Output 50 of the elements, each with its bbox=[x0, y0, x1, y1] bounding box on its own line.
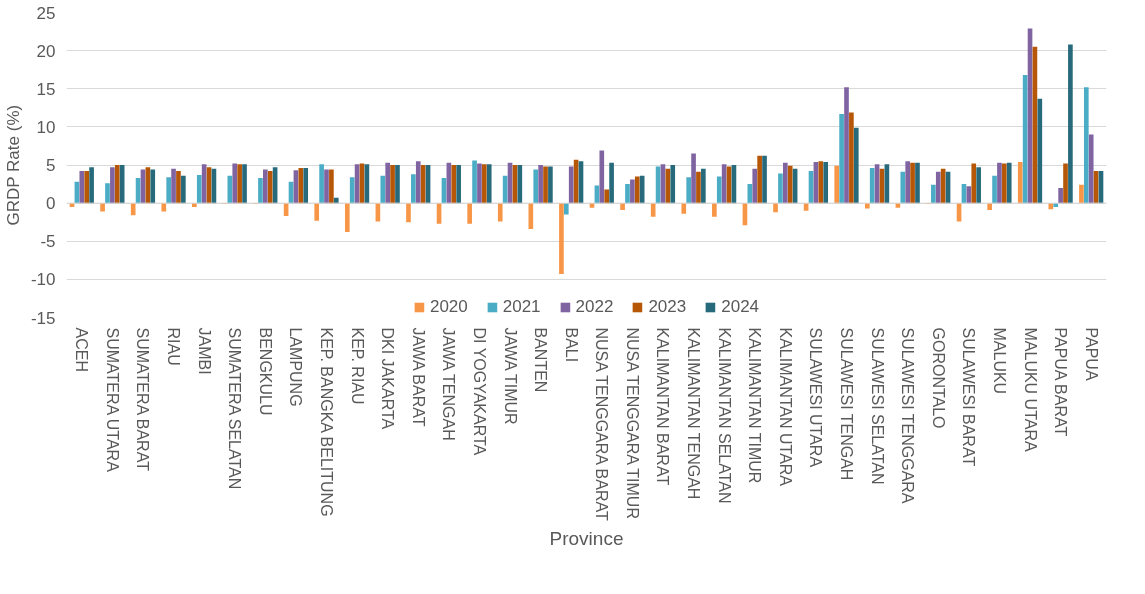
legend-label: 2024 bbox=[721, 297, 760, 317]
x-tick-label: SUMATERA SELATAN bbox=[226, 327, 244, 490]
x-tick-label: PAPUA bbox=[1082, 327, 1100, 381]
x-tick-label: JAWA TENGAH bbox=[440, 327, 458, 441]
y-tick-label: -15 bbox=[30, 308, 56, 328]
x-tick-label: DKI JAKARTA bbox=[379, 327, 397, 430]
y-tick-label: 25 bbox=[36, 3, 56, 23]
x-axis-title: Province bbox=[549, 527, 624, 549]
x-tick-label: GORONTALO bbox=[929, 327, 947, 429]
x-tick-label: PAPUA BARAT bbox=[1052, 327, 1070, 437]
x-tick-label: SUMATERA BARAT bbox=[134, 327, 152, 472]
x-tick-label: SULAWESI TENGGARA bbox=[899, 327, 917, 504]
x-tick-label: SULAWESI BARAT bbox=[960, 327, 978, 467]
y-tick-label: 5 bbox=[46, 156, 56, 175]
y-tick-label: 10 bbox=[36, 117, 56, 137]
x-tick-label: KALIMANTAN TIMUR bbox=[746, 327, 764, 484]
x-tick-label: BANTEN bbox=[532, 327, 550, 393]
y-tick-label: -5 bbox=[40, 232, 56, 252]
y-tick-label: 15 bbox=[36, 79, 56, 99]
legend-label: 2023 bbox=[648, 297, 687, 317]
x-tick-label: SULAWESI UTARA bbox=[807, 327, 825, 468]
x-tick-label: KEP. BANGKA BELITUNG bbox=[318, 327, 335, 517]
x-tick-label: MALUKU UTARA bbox=[1021, 327, 1039, 452]
x-tick-label: SUMATERA UTARA bbox=[103, 327, 121, 473]
x-tick-label: KALIMANTAN BARAT bbox=[654, 327, 672, 486]
x-tick-label: BALI bbox=[562, 327, 580, 363]
y-tick-label: 0 bbox=[46, 194, 56, 214]
x-tick-label: DI YOGYAKARTA bbox=[470, 327, 488, 456]
x-tick-label: BENGKULU bbox=[256, 327, 274, 416]
x-tick-label: NUSA TENGGARA BARAT bbox=[593, 327, 611, 521]
legend-label: 2021 bbox=[502, 297, 541, 317]
x-tick-label: JAWA BARAT bbox=[409, 327, 427, 427]
x-tick-label: RIAU bbox=[165, 327, 183, 366]
x-tick-label: JAMBI bbox=[195, 327, 213, 375]
x-tick-label: JAWA TIMUR bbox=[501, 327, 519, 425]
x-tick-label: KALIMANTAN SELATAN bbox=[715, 327, 733, 504]
x-tick-label: ACEH bbox=[73, 327, 91, 372]
x-tick-label: SULAWESI SELATAN bbox=[868, 327, 886, 485]
x-tick-label: KEP. RIAU bbox=[348, 327, 366, 405]
x-tick-label: MALUKU bbox=[990, 327, 1008, 395]
x-tick-label: LAMPUNG bbox=[287, 327, 305, 407]
x-tick-label: KALIMANTAN TENGAH bbox=[685, 327, 703, 500]
y-axis-title: GRDP Rate (%) bbox=[3, 104, 23, 226]
y-tick-label: 20 bbox=[36, 41, 56, 61]
x-tick-label: SULAWESI TENGAH bbox=[838, 327, 855, 481]
x-tick-label: NUSA TENGGARA TIMUR bbox=[623, 327, 641, 519]
x-tick-label: KALIMANTAN UTARA bbox=[776, 327, 794, 487]
legend-label: 2020 bbox=[429, 297, 468, 317]
legend-label: 2022 bbox=[575, 297, 614, 317]
y-tick-label: -10 bbox=[30, 270, 56, 290]
